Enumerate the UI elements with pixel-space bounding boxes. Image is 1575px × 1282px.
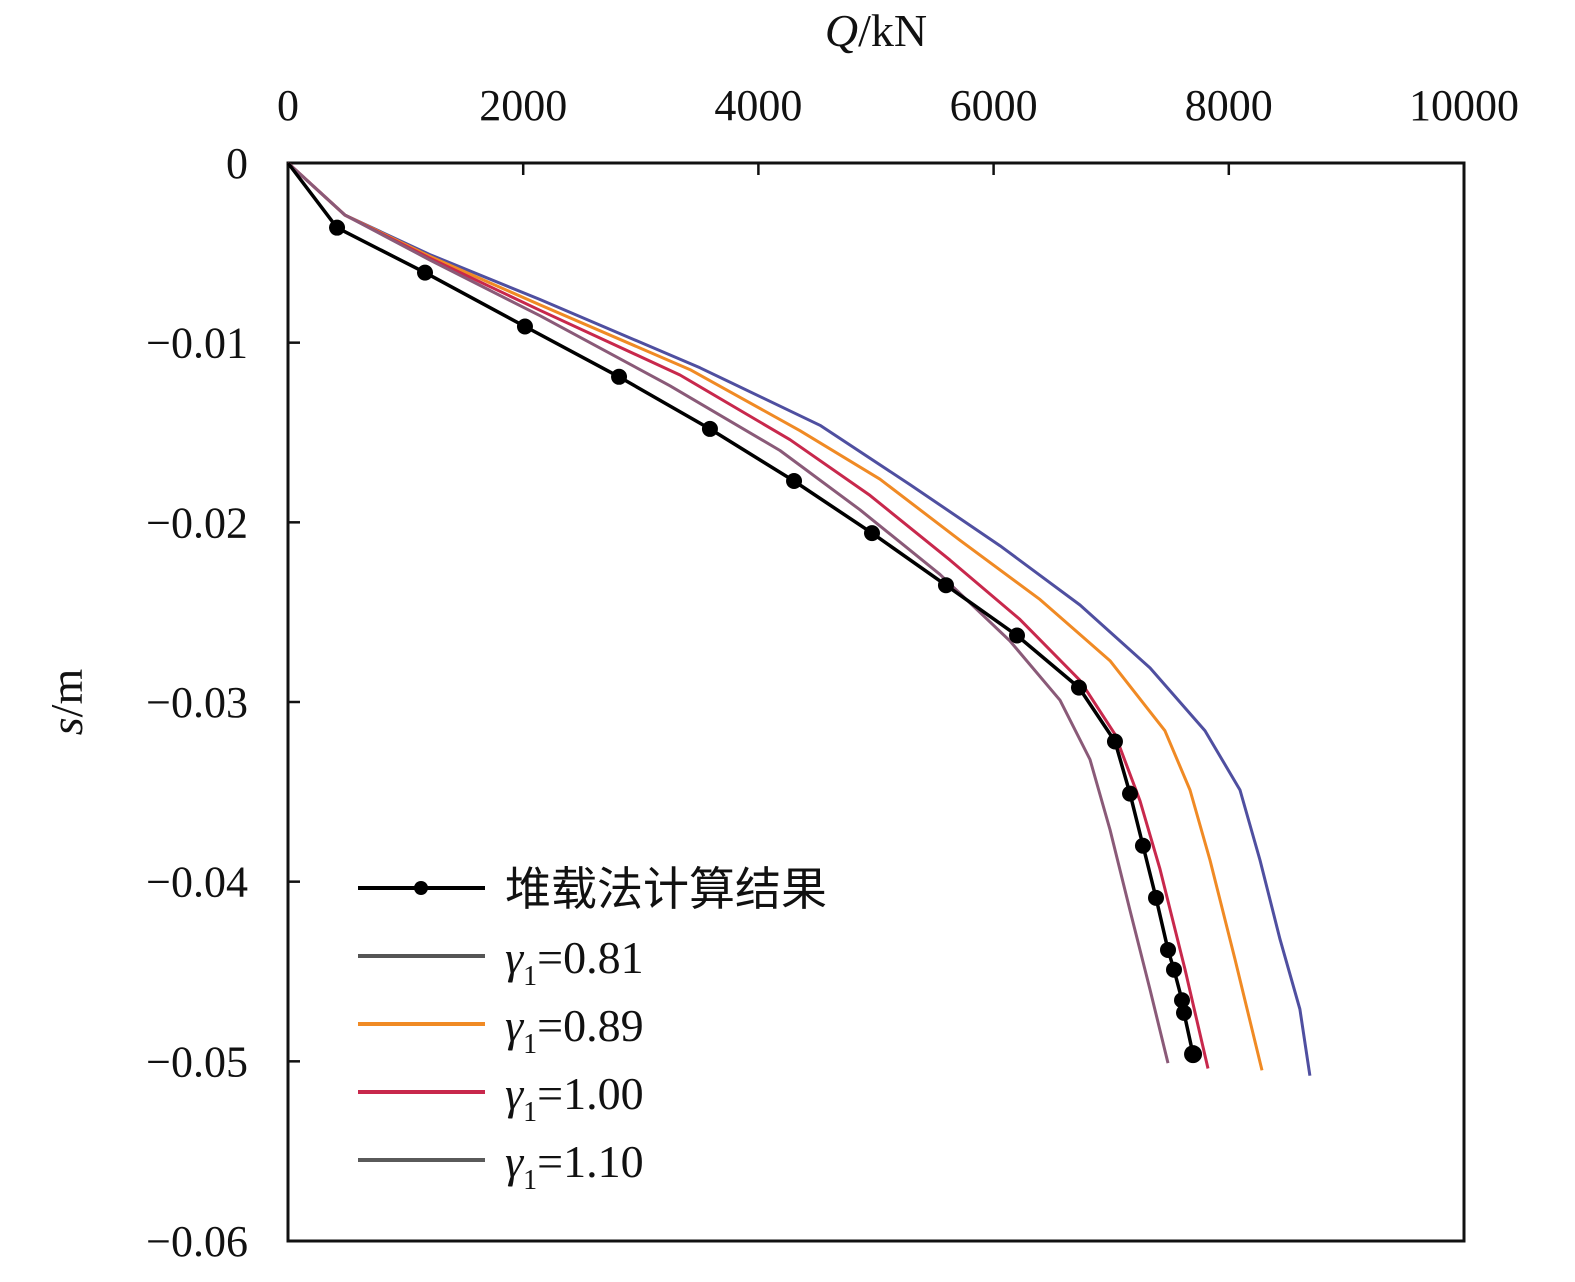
series-line-4 (286, 161, 1170, 1064)
x-axis-title: Q/kN (825, 5, 927, 56)
legend-label: γ1=0.89 (505, 1000, 644, 1060)
data-point (1165, 961, 1182, 978)
plot-frame (286, 161, 1466, 1243)
data-point (701, 420, 718, 437)
series-line-0 (286, 161, 1195, 1055)
legend-label: 堆载法计算结果 (505, 864, 827, 915)
series-line-2 (286, 161, 1264, 1071)
data-point (329, 219, 346, 236)
legend-label: γ1=0.81 (505, 932, 644, 992)
data-point (1106, 733, 1123, 750)
series-group (286, 161, 1312, 1076)
data-point (1122, 785, 1139, 802)
legend-label: γ1=1.00 (505, 1068, 644, 1128)
y-tick-label: −0.06 (146, 1217, 248, 1266)
data-point (417, 264, 434, 281)
series-line-3 (286, 161, 1210, 1069)
data-point (1184, 1045, 1203, 1064)
legend-label: γ1=1.10 (505, 1136, 644, 1196)
y-tick-label: −0.03 (146, 678, 248, 727)
data-point (786, 473, 803, 490)
x-tick-label: 2000 (479, 81, 567, 130)
data-point (516, 318, 533, 335)
y-axis-title: s/m (41, 669, 92, 736)
legend: 堆载法计算结果 γ1=0.81 γ1=0.89 γ1=1.00 γ1=1.10 (358, 864, 827, 1196)
y-tick-label: −0.04 (146, 858, 248, 907)
x-tick-label: 6000 (950, 81, 1038, 130)
data-point (1148, 889, 1165, 906)
y-tick-label: −0.05 (146, 1037, 248, 1086)
data-point (937, 577, 954, 594)
x-tick-label: 8000 (1185, 81, 1273, 130)
y-tick-label: 0 (226, 139, 248, 188)
data-point (1175, 1004, 1192, 1021)
y-tick-label: −0.02 (146, 498, 248, 547)
x-tick-label: 4000 (714, 81, 802, 130)
x-tick-label: 0 (277, 81, 299, 130)
data-point (1009, 627, 1026, 644)
data-point (864, 525, 881, 542)
x-tick-label: 10000 (1409, 81, 1519, 130)
y-tick-label: −0.01 (146, 319, 248, 368)
legend-marker (414, 881, 428, 895)
y-ticks: 0 −0.01 −0.02 −0.03 −0.04 −0.05 −0.06 (146, 139, 300, 1266)
x-ticks: 0 2000 4000 6000 8000 10000 (277, 81, 1519, 175)
data-point (1134, 837, 1151, 854)
data-point (611, 368, 628, 385)
data-point (1173, 992, 1190, 1009)
data-point (1160, 941, 1177, 958)
series-line-1 (286, 161, 1312, 1076)
data-point (1070, 679, 1087, 696)
